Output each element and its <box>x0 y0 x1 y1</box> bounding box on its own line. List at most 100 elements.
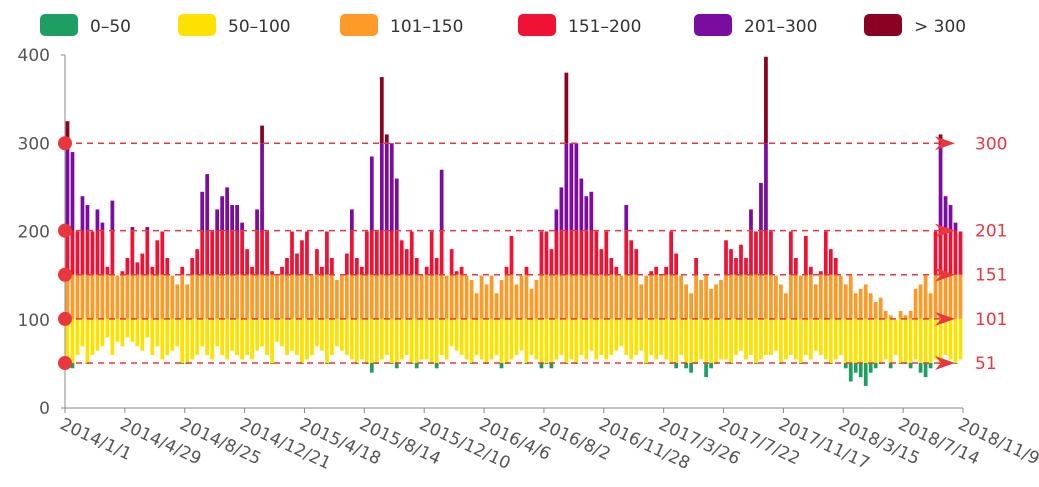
bar-segment <box>569 318 574 360</box>
bar-segment <box>624 274 629 319</box>
bar-segment <box>245 318 249 356</box>
bar-segment <box>679 275 683 319</box>
bar-segment <box>140 318 145 351</box>
bar-segment <box>923 362 928 378</box>
bar <box>250 266 254 360</box>
bar-segment <box>898 318 903 363</box>
bar <box>305 231 309 360</box>
bar-segment <box>943 274 948 319</box>
bar-segment <box>858 362 863 378</box>
bar-segment <box>369 156 374 231</box>
bar-segment <box>903 318 908 363</box>
bar-segment <box>305 274 309 319</box>
bar <box>948 205 953 360</box>
bar-segment <box>724 240 728 275</box>
bar-segment <box>784 293 788 319</box>
bar <box>664 266 669 360</box>
bar-segment <box>220 230 225 275</box>
bar-segment <box>938 143 943 231</box>
bar-segment <box>549 362 554 369</box>
bar-segment <box>145 227 150 231</box>
bar-segment <box>519 318 524 351</box>
ref-label: 201 <box>975 222 1007 242</box>
bar <box>898 310 903 364</box>
bar-segment <box>185 284 190 319</box>
bar-segment <box>759 274 763 319</box>
bar-segment <box>65 143 70 231</box>
bar-segment <box>729 249 733 275</box>
bar-segment <box>634 249 639 275</box>
bar-segment <box>654 274 659 319</box>
bar <box>295 253 299 356</box>
bar-segment <box>953 362 958 364</box>
bar-segment <box>654 266 659 275</box>
bar <box>489 275 494 360</box>
bar <box>729 249 733 364</box>
bar <box>145 227 150 338</box>
bar-segment <box>65 274 70 319</box>
bar-segment <box>270 274 274 319</box>
bar-segment <box>764 143 768 231</box>
bar-segment <box>669 318 674 363</box>
bar <box>260 125 264 347</box>
bar-segment <box>958 318 963 360</box>
bar-segment <box>80 196 85 231</box>
bar-segment <box>918 362 923 373</box>
bar-segment <box>135 274 140 319</box>
bar <box>444 275 449 360</box>
bar-segment <box>744 274 748 319</box>
bar-segment <box>235 318 239 356</box>
bar-segment <box>679 318 683 356</box>
bar-segment <box>394 178 399 231</box>
bar <box>399 240 404 360</box>
bar-segment <box>744 318 748 360</box>
bar-segment <box>524 362 529 364</box>
bar-segment <box>564 230 569 275</box>
bar-segment <box>739 318 743 351</box>
bar-segment <box>349 274 354 319</box>
bar-segment <box>589 318 594 351</box>
bar <box>165 257 170 356</box>
bar-segment <box>384 143 389 231</box>
bar-segment <box>454 318 459 351</box>
bar-segment <box>569 274 574 319</box>
bar-segment <box>205 318 210 356</box>
bar <box>215 209 220 347</box>
bar-segment <box>953 274 958 319</box>
bar <box>649 271 654 356</box>
y-tick-label: 100 <box>18 311 50 331</box>
bar-segment <box>499 280 504 319</box>
bar-segment <box>789 274 793 319</box>
bar-segment <box>828 249 833 275</box>
bar-segment <box>180 266 185 275</box>
bar-segment <box>868 362 873 373</box>
bar-segment <box>624 230 629 275</box>
bar-segment <box>235 230 239 275</box>
bar-segment <box>888 315 893 319</box>
bar-segment <box>404 274 409 319</box>
legend-swatch <box>864 14 902 36</box>
bar-segment <box>290 231 294 275</box>
bar <box>464 275 469 360</box>
bar-segment <box>105 318 110 338</box>
bar <box>674 253 679 369</box>
bar-segment <box>544 274 549 319</box>
bar-segment <box>140 253 145 275</box>
bar <box>325 231 329 364</box>
bar <box>120 271 125 347</box>
bar-segment <box>145 318 150 338</box>
bar-segment <box>215 274 220 319</box>
bar <box>524 266 529 364</box>
bar <box>574 143 579 364</box>
bar-segment <box>574 274 579 319</box>
bar-segment <box>110 318 115 356</box>
bar-segment <box>749 274 753 319</box>
bar <box>669 231 674 364</box>
bar <box>654 266 659 360</box>
bar-segment <box>260 125 264 144</box>
bar-segment <box>290 274 294 319</box>
bar <box>679 275 683 356</box>
bar-segment <box>509 274 514 319</box>
bar-segment <box>853 293 858 319</box>
bar-segment <box>310 318 314 356</box>
